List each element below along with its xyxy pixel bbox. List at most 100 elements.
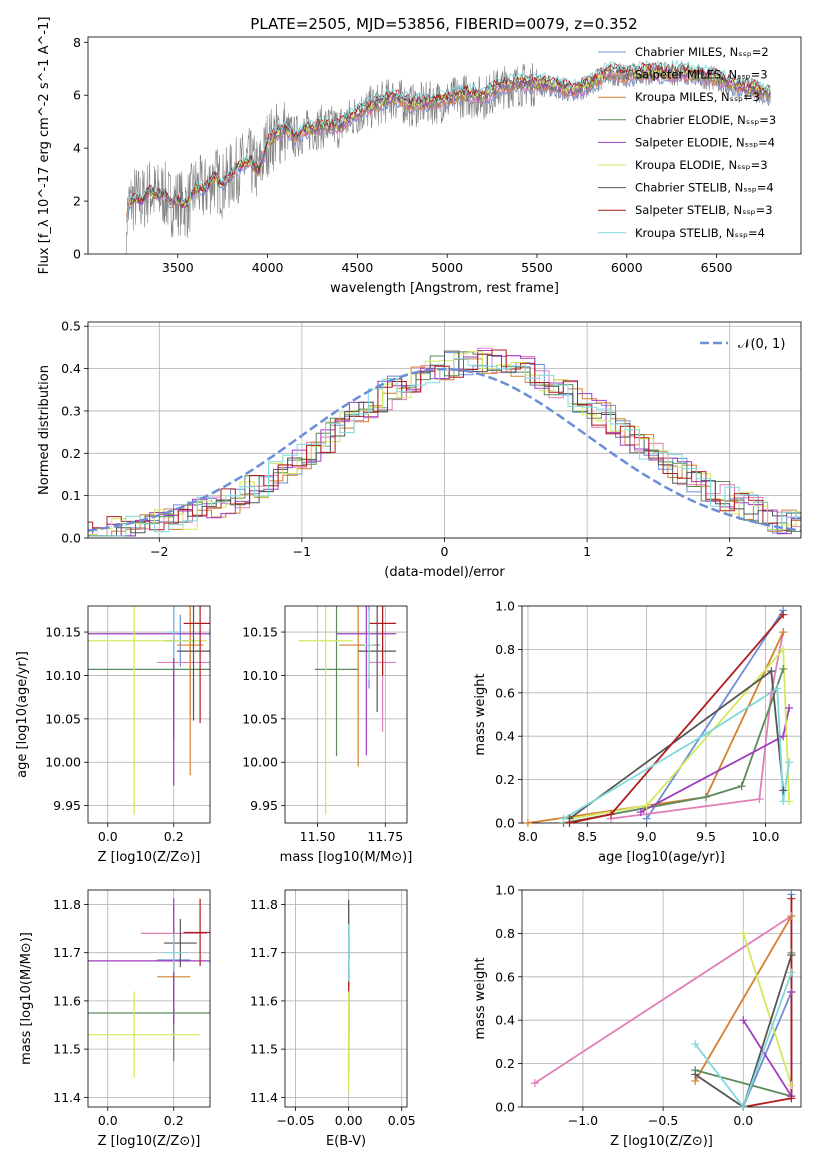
legend-entry: Chabrier STELIB, Nₛₛₚ=4: [635, 181, 774, 195]
y-axis-label: mass weight: [473, 957, 488, 1039]
weight-marker: [773, 684, 782, 693]
errorbar-point-9: [163, 933, 184, 972]
y-axis-label: Normed distribution: [37, 365, 52, 495]
x-tick-label: −2: [150, 544, 168, 559]
y-tick-label: 0: [73, 247, 81, 262]
y-tick-label: 11.4: [53, 1090, 81, 1105]
figure-suptitle: PLATE=2505, MJD=53856, FIBERID=0079, z=0…: [250, 15, 637, 33]
weight-marker: [702, 792, 711, 801]
x-axis-label: Z [log10(Z/Z⊙)]: [98, 1134, 201, 1149]
y-tick-label: 10.00: [45, 755, 81, 770]
x-tick-label: 6500: [701, 260, 733, 275]
x-tick-label: 0.00: [335, 1113, 363, 1128]
weight-marker: [785, 758, 794, 767]
x-axis-label: wavelength [Angstrom, rest frame]: [330, 281, 559, 296]
axes-frame: [521, 605, 802, 824]
y-tick-label: 0.8: [495, 926, 515, 941]
errorbar-point-7: [177, 606, 210, 721]
x-tick-label: −0.5: [648, 1113, 678, 1128]
panel-weights_vs_age: 8.0 8.5 9.0 9.5 10.0 0.0 0.2 0.4 0.6 0.8 1.0 age [l…: [473, 599, 802, 865]
y-tick-label: 0.8: [495, 642, 515, 657]
weight-marker: [787, 987, 796, 996]
weight-line-1: [742, 894, 793, 1107]
y-axis-label: mass [log10(M/M⊙)]: [19, 932, 34, 1065]
legend-entry: Chabrier ELODIE, Nₛₛₚ=3: [635, 113, 776, 127]
y-tick-label: 8: [73, 35, 81, 50]
y-tick-label: 10.10: [45, 668, 81, 683]
axes-frame: [284, 889, 408, 1108]
errorbar-point-9: [363, 610, 375, 680]
weight-line-2: [534, 915, 792, 1084]
weight-line-1: [645, 609, 784, 820]
residual-histogram-7: [88, 350, 801, 537]
y-axis-label: mass weight: [473, 673, 488, 755]
weight-marker: [779, 797, 788, 806]
errorbar-point-6: [298, 606, 353, 815]
x-tick-label: −0.05: [276, 1113, 314, 1128]
legend-entry: Chabrier MILES, Nₛₛₚ=2: [635, 45, 769, 59]
legend-entry: Kroupa ELODIE, Nₛₛₚ=3: [635, 158, 768, 172]
weight-marker: [787, 968, 796, 977]
y-tick-label: 0.2: [495, 1056, 515, 1071]
weight-line-8: [569, 614, 784, 823]
weight-marker: [785, 703, 794, 712]
x-tick-label: 8.0: [518, 829, 538, 844]
weight-marker: [787, 1094, 796, 1103]
y-tick-label: 6: [73, 88, 81, 103]
model-line-8: [126, 61, 771, 220]
y-tick-label: 11.7: [250, 945, 278, 960]
axes-frame: [521, 889, 802, 1108]
spectrum-legend: Chabrier MILES, Nₛₛₚ=2 Salpeter MILES, Nₛ…: [598, 45, 776, 240]
plot-area: [88, 347, 801, 537]
y-tick-label: 1.0: [495, 599, 515, 614]
legend-entry: Salpeter ELODIE, Nₛₛₚ=4: [635, 135, 775, 149]
x-tick-label: 5500: [521, 260, 553, 275]
y-tick-label: 10.15: [242, 625, 278, 640]
y-tick-label: 0.0: [61, 531, 81, 546]
weight-marker: [739, 929, 748, 938]
x-tick-label: −1: [293, 544, 311, 559]
x-tick-label: 0.2: [164, 829, 184, 844]
errorbar-point-5: [336, 606, 397, 756]
y-tick-label: 11.7: [53, 945, 81, 960]
axes-frame: [87, 36, 802, 255]
y-tick-label: 1.0: [495, 883, 515, 898]
axes-frame: [87, 605, 211, 824]
plot-area: [88, 898, 210, 1079]
errorbar-point-4: [314, 606, 359, 757]
x-tick-label: 1: [583, 544, 591, 559]
y-tick-label: 10.15: [45, 625, 81, 640]
errorbar-point-7: [358, 606, 397, 712]
weight-marker: [559, 814, 568, 823]
panel-spectrum: 3500 4000 4500 5000 5500 6000 6500 0 2 4 6 8 wavelen…: [37, 17, 802, 296]
x-tick-label: 11.50: [300, 829, 336, 844]
weight-marker: [691, 1040, 700, 1049]
y-tick-label: 9.95: [53, 798, 81, 813]
y-axis-label: Flux [f_λ 10^-17 erg cm^-2 s^-1 A^-1]: [37, 17, 52, 275]
weight-marker: [779, 628, 788, 637]
x-tick-label: 0.0: [733, 1113, 753, 1128]
y-axis-label: age [log10(age/yr)]: [15, 651, 30, 778]
weight-marker: [787, 912, 796, 921]
errorbar-point-7: [163, 918, 197, 968]
x-axis-label: E(B-V): [326, 1134, 366, 1149]
residual-histogram-8: [88, 349, 801, 531]
y-tick-label: 0.6: [495, 685, 515, 700]
y-tick-label: 2: [73, 194, 81, 209]
x-tick-label: 10.0: [751, 829, 779, 844]
x-tick-label: 9.0: [637, 829, 657, 844]
y-tick-label: 10.05: [242, 711, 278, 726]
y-tick-label: 11.8: [250, 897, 278, 912]
x-axis-label: age [log10(age/yr)]: [598, 850, 725, 865]
legend-entry: 𝒩(0, 1): [738, 337, 785, 352]
y-tick-label: 0.1: [61, 488, 81, 503]
y-tick-label: 10.05: [45, 711, 81, 726]
errorbar-point-6: [88, 606, 207, 815]
axes-frame: [284, 605, 408, 824]
y-tick-label: 10.10: [242, 668, 278, 683]
x-tick-label: 5000: [431, 260, 463, 275]
residual-histogram-6: [88, 351, 801, 535]
panel-mass_vs_ebv: −0.05 0.00 0.05 11.4 11.5 11.6 11.7 11.8 E(B-V): [250, 889, 416, 1149]
residuals-legend: 𝒩(0, 1): [700, 337, 785, 352]
